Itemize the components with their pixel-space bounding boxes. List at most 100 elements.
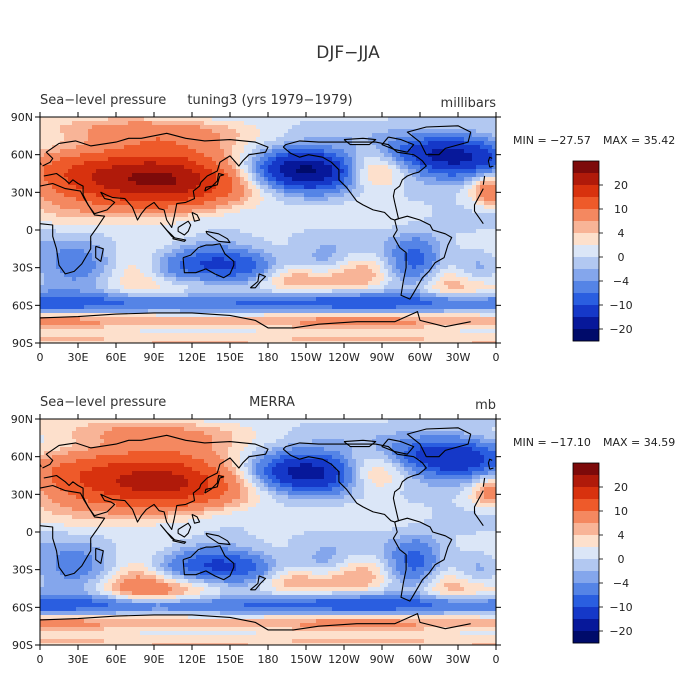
x-tick-label: 120E (178, 351, 206, 364)
x-tick-label: 180 (258, 653, 279, 666)
x-tick-label: 90W (370, 351, 395, 364)
max-stat: MAX = 34.59 (603, 436, 675, 449)
x-tick-label: 150W (290, 653, 322, 666)
colorbar-swatch (573, 511, 599, 524)
colorbar-swatch (573, 595, 599, 608)
colorbar-swatch (573, 221, 599, 234)
x-tick-label: 0 (493, 653, 500, 666)
y-tick-label: 60S (12, 601, 33, 614)
x-tick-label: 150E (216, 351, 244, 364)
x-tick-label: 180 (258, 351, 279, 364)
colorbar-swatch (573, 619, 599, 632)
colorbar-swatch (573, 161, 599, 174)
variable-label: Sea−level pressure (40, 93, 166, 108)
y-tick-label: 30N (11, 488, 33, 501)
colorbar-label: −20 (609, 323, 632, 336)
colorbar-swatch (573, 269, 599, 282)
colorbar-swatch (573, 547, 599, 560)
dataset-label: tuning3 (yrs 1979−1979) (187, 93, 352, 108)
colorbar-label: 20 (614, 179, 628, 192)
min-stat: MIN = −27.57 (513, 134, 591, 147)
y-tick-label: 30S (12, 262, 33, 275)
y-tick-label: 30N (11, 186, 33, 199)
x-tick-label: 60E (106, 653, 127, 666)
coastlines (40, 427, 494, 631)
dataset-label: MERRA (249, 395, 295, 410)
min-stat: MIN = −17.10 (513, 436, 591, 449)
colorbar-label: −20 (609, 625, 632, 638)
x-tick-label: 120E (178, 653, 206, 666)
max-stat: MAX = 35.42 (603, 134, 675, 147)
colorbar-label: 4 (618, 529, 625, 542)
x-tick-label: 120W (328, 653, 360, 666)
figure-title: DJF−JJA (316, 43, 380, 63)
colorbar-label: 0 (618, 553, 625, 566)
colorbar: 20 10 4 0 −4 −10 −20 (572, 160, 633, 342)
x-tick-label: 60W (408, 351, 433, 364)
colorbar-swatch (573, 305, 599, 318)
colorbar-swatch (573, 631, 599, 644)
colorbar-label: −4 (613, 577, 629, 590)
colorbar-swatch (573, 487, 599, 500)
colorbar-swatch (573, 475, 599, 488)
colorbar: 20 10 4 0 −4 −10 −20 (572, 462, 633, 644)
x-tick-label: 30E (68, 351, 89, 364)
y-tick-label: 0 (26, 526, 33, 539)
colorbar-label: 10 (614, 505, 628, 518)
colorbar-label: −10 (609, 299, 632, 312)
colorbar-swatch (573, 499, 599, 512)
x-tick-label: 30E (68, 653, 89, 666)
colorbar-swatch (573, 281, 599, 294)
x-tick-label: 90W (370, 653, 395, 666)
colorbar-swatch (573, 317, 599, 330)
y-tick-label: 60N (11, 149, 33, 162)
panel-model: 0 30E 60E 90E 120E 150E 180 150W 120W 90W 60W 30W 09… (11, 93, 676, 364)
colorbar-swatch (573, 209, 599, 222)
colorbar-label: 0 (618, 251, 625, 264)
colorbar-label: 20 (614, 481, 628, 494)
y-tick-label: 90N (11, 413, 33, 426)
y-tick-label: 30S (12, 564, 33, 577)
colorbar-swatch (573, 329, 599, 342)
colorbar-swatch (573, 233, 599, 246)
x-tick-label: 60E (106, 351, 127, 364)
colorbar-label: 4 (618, 227, 625, 240)
y-tick-label: 90S (12, 639, 33, 652)
colorbar-label: −10 (609, 601, 632, 614)
coastlines (40, 125, 494, 329)
x-tick-label: 150E (216, 653, 244, 666)
colorbar-swatch (573, 583, 599, 596)
y-tick-label: 90N (11, 111, 33, 124)
x-tick-label: 120W (328, 351, 360, 364)
pressure-field (40, 117, 496, 343)
x-tick-label: 150W (290, 351, 322, 364)
colorbar-swatch (573, 245, 599, 258)
pressure-field (40, 419, 496, 645)
colorbar-label: −4 (613, 275, 629, 288)
x-tick-label: 90E (144, 351, 165, 364)
colorbar-swatch (573, 523, 599, 536)
colorbar-swatch (573, 559, 599, 572)
y-tick-label: 0 (26, 224, 33, 237)
x-tick-label: 30W (446, 351, 471, 364)
units-label: mb (475, 398, 496, 413)
colorbar-swatch (573, 197, 599, 210)
x-tick-label: 0 (493, 351, 500, 364)
colorbar-swatch (573, 173, 599, 186)
y-tick-label: 60S (12, 299, 33, 312)
panel-merra: 0 30E 60E 90E 120E 150E 180 150W 120W 90W 60W 30W 0 9… (11, 395, 676, 666)
units-label: millibars (441, 96, 497, 111)
x-tick-label: 30W (446, 653, 471, 666)
variable-label: Sea−level pressure (40, 395, 166, 410)
x-tick-label: 0 (37, 351, 44, 364)
y-tick-label: 90S (12, 337, 33, 350)
colorbar-swatch (573, 463, 599, 476)
x-tick-label: 60W (408, 653, 433, 666)
y-tick-label: 60N (11, 451, 33, 464)
colorbar-swatch (573, 293, 599, 306)
colorbar-swatch (573, 571, 599, 584)
colorbar-swatch (573, 535, 599, 548)
x-tick-label: 90E (144, 653, 165, 666)
colorbar-swatch (573, 607, 599, 620)
